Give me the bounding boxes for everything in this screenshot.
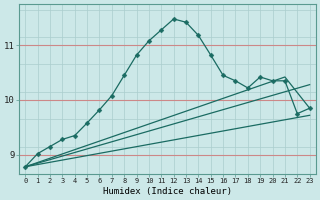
X-axis label: Humidex (Indice chaleur): Humidex (Indice chaleur) bbox=[103, 187, 232, 196]
